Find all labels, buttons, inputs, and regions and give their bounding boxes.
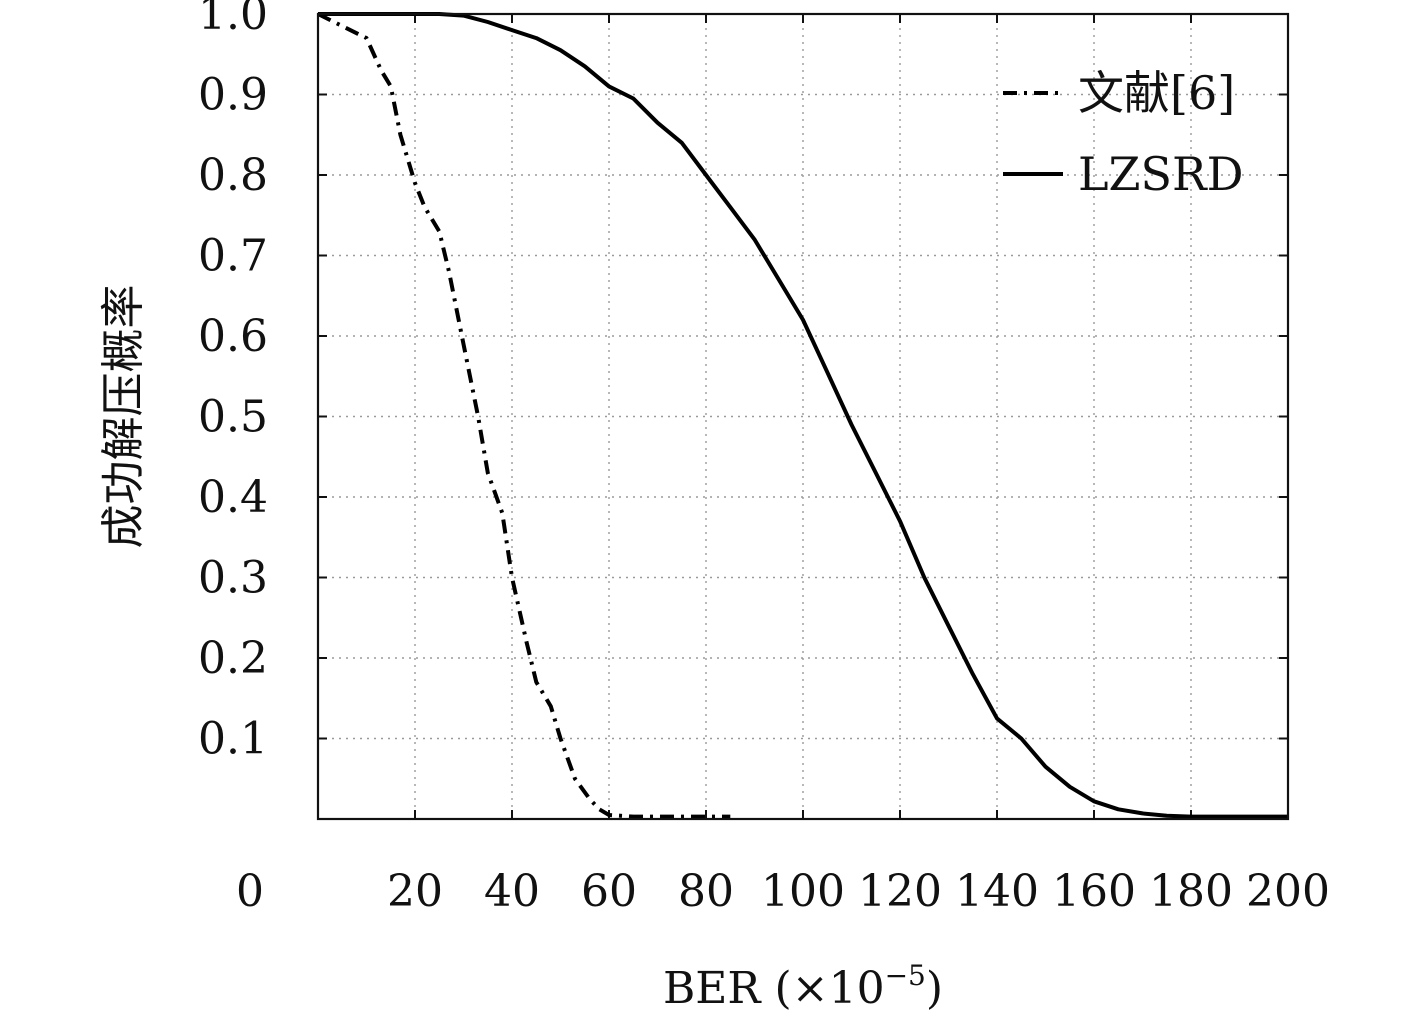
- grid: [318, 14, 1288, 819]
- x-tick-label: 200: [1246, 866, 1330, 917]
- y-tick-label: 0.5: [198, 392, 268, 443]
- legend-label-series-1: LZSRD: [1078, 147, 1244, 201]
- x-tick-label: 60: [581, 866, 637, 917]
- series-group: [317, 12, 1288, 819]
- plot-frame: [316, 12, 1290, 821]
- legend-label-series-0: 文献[6]: [1078, 66, 1235, 120]
- y-tick-label: 1.0: [198, 0, 268, 40]
- y-tick-label: 0.4: [198, 472, 268, 523]
- legend: 文献[6] LZSRD: [1003, 66, 1244, 201]
- x-tick-label: 120: [858, 866, 942, 917]
- y-axis-label: 成功解压概率: [98, 285, 149, 549]
- x-tick-labels: 0 20 40 60 80 100 120 140 160 180 200: [236, 866, 1330, 917]
- y-tick-label: 0.8: [198, 150, 268, 201]
- x-tick-label: 40: [484, 866, 540, 917]
- x-tick-label: 140: [955, 866, 1039, 917]
- x-axis-label: BER (×10−5): [663, 959, 943, 1014]
- x-axis-label-exponent: −5: [885, 959, 926, 992]
- y-tick-label: 0.3: [198, 553, 268, 604]
- series-line-0: [317, 12, 731, 819]
- x-tick-label: 160: [1052, 866, 1136, 917]
- y-tick-label: 0.9: [198, 70, 268, 121]
- x-axis-label-main: BER (×10: [663, 963, 885, 1014]
- x-tick-label: 0: [236, 866, 264, 917]
- y-tick-label: 0.1: [198, 714, 268, 765]
- x-tick-label: 100: [761, 866, 845, 917]
- y-tick-label: 0.7: [198, 231, 268, 282]
- x-tick-label: 20: [387, 866, 443, 917]
- x-axis-label-close: ): [926, 963, 943, 1014]
- x-tick-label: 80: [678, 866, 734, 917]
- series-line-1: [318, 12, 1288, 819]
- x-tick-label: 180: [1149, 866, 1233, 917]
- y-tick-labels: 0.1 0.2 0.3 0.4 0.5 0.6 0.7 0.8 0.9 1.0: [198, 0, 268, 765]
- y-tick-label: 0.6: [198, 311, 268, 362]
- y-tick-label: 0.2: [198, 633, 268, 684]
